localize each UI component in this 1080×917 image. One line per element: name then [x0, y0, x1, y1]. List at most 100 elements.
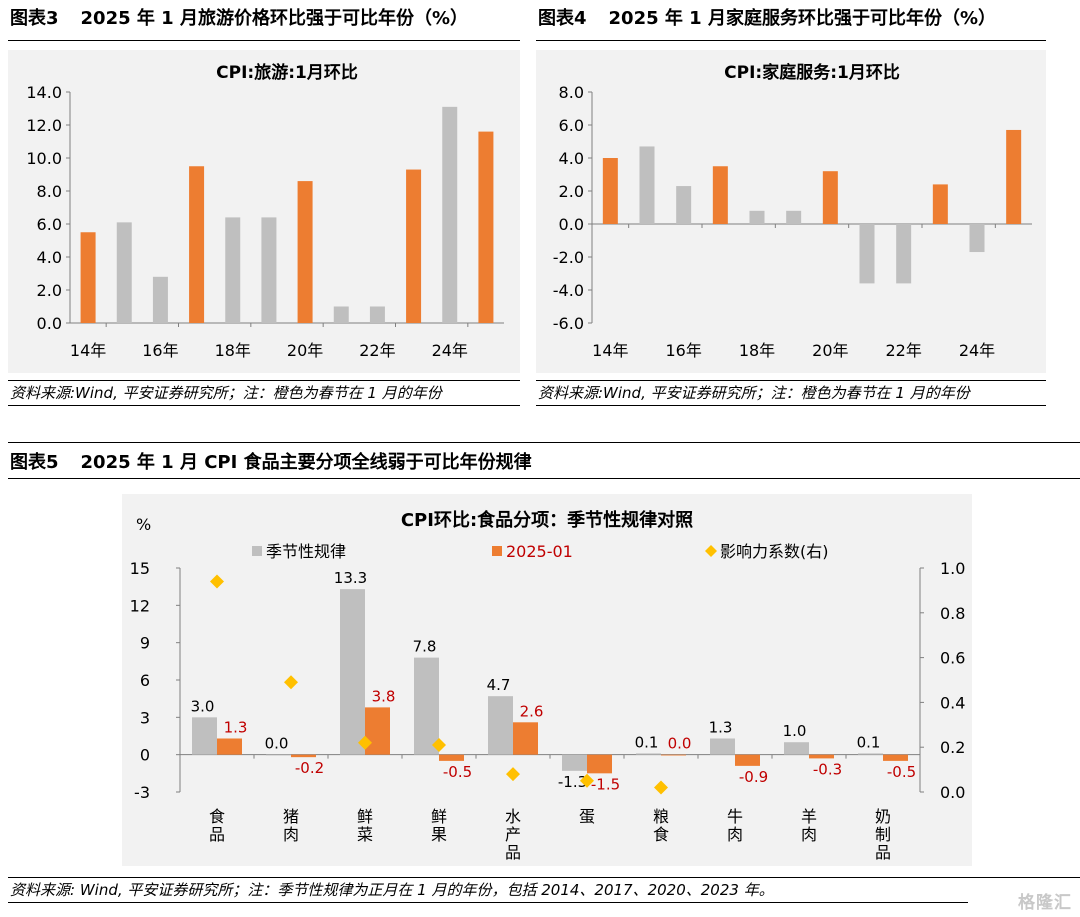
fig5-title-rule	[8, 478, 1080, 479]
fig4-bar-23	[932, 184, 948, 224]
fig5-data-label-seasonal-水产品: 4.7	[487, 676, 511, 694]
fig5-legend-swatch-2	[705, 545, 717, 557]
fig3-bar-18	[225, 217, 241, 323]
fig5-y-unit: %	[136, 515, 151, 534]
fig5-data-label-2025-粮食: 0.0	[668, 735, 692, 753]
fig4-x-tick-label: 18年	[739, 341, 775, 360]
fig4-chart-title: CPI:家庭服务:1月环比	[724, 62, 900, 83]
fig5-data-label-seasonal-牛肉: 1.3	[709, 718, 733, 736]
fig4-y-tick-label: -6.0	[553, 314, 584, 333]
fig4-x-tick-label: 22年	[885, 341, 921, 360]
fig5-y2-tick-label: 0.0	[940, 783, 965, 802]
fig3-source-rule-bottom	[8, 405, 520, 406]
fig5-y-tick-label: 15	[130, 559, 150, 578]
fig3-bar-22	[369, 306, 385, 323]
fig5-data-label-seasonal-蛋: -1.3	[558, 773, 587, 791]
fig5-bar-seasonal-猪肉	[266, 754, 291, 756]
fig4-bar-17	[712, 166, 728, 224]
fig5-bar-2025-牛肉	[735, 754, 760, 766]
fig3-source-rule-top	[8, 380, 520, 381]
fig5-influence-point-鲜菜	[358, 735, 372, 750]
fig5-data-label-2025-水产品: 2.6	[520, 702, 544, 720]
fig5-x-tick-label-牛肉: 牛肉	[727, 807, 743, 844]
fig4-bar-21	[859, 224, 875, 284]
fig5-title-text: 2025 年 1 月 CPI 食品主要分项全线弱于可比年份规律	[80, 452, 532, 473]
fig4-x-tick-label: 16年	[665, 341, 701, 360]
fig4-bar-14	[602, 158, 618, 224]
fig4-bar-16	[676, 186, 692, 224]
fig5-x-tick-label-猪肉: 猪肉	[283, 807, 299, 844]
fig3-y-tick-label: 10.0	[26, 149, 62, 168]
fig3-x-tick-label: 14年	[70, 341, 106, 360]
fig4-y-tick-label: -4.0	[553, 281, 584, 300]
fig5-legend-label-0: 季节性规律	[266, 542, 346, 561]
fig5-y-tick-label: -3	[134, 783, 150, 802]
fig5-bar-seasonal-食品	[192, 717, 217, 755]
fig5-bar-2025-猪肉	[291, 754, 316, 758]
fig5-y2-tick-label: 0.4	[940, 693, 965, 712]
fig4-x-tick-label: 14年	[592, 341, 628, 360]
fig3-chart-title: CPI:旅游:1月环比	[216, 62, 358, 83]
fig5-x-tick-label-鲜果: 鲜果	[431, 807, 447, 844]
fig5-bar-2025-粮食	[661, 754, 686, 756]
fig5-chart: CPI环比:食品分项：季节性规律对照% 季节性规律 2025-01 影响力系数(右) 1…	[130, 509, 966, 862]
fig3-y-tick-label: 4.0	[37, 248, 62, 267]
fig3-chart: CPI:旅游:1月环比 14.0 12.0 10.0 8.0 6.0 4.0 2.0 0.0 14…	[26, 62, 504, 360]
fig4-bar-25	[1006, 129, 1022, 224]
fig5-influence-point-猪肉	[284, 675, 298, 690]
fig4-y-tick-label: 4.0	[559, 149, 584, 168]
fig4-chart-panel: CPI:家庭服务:1月环比 8.0 6.0 4.0 2.0 0.0 -2.0 -4.0 -6.0…	[536, 50, 1046, 373]
fig4-bar-18	[749, 210, 765, 224]
fig5-number: 图表5	[10, 452, 59, 473]
fig5-data-label-seasonal-食品: 3.0	[191, 697, 215, 715]
fig3-bar-23	[406, 169, 422, 323]
fig5-data-label-seasonal-羊肉: 1.0	[783, 722, 807, 740]
fig5-data-label-2025-鲜菜: 3.8	[372, 687, 396, 705]
fig3-title: 图表3 2025 年 1 月旅游价格环比强于可比年份（%）	[10, 8, 468, 30]
fig5-legend-swatch-0	[252, 546, 262, 556]
fig3-bar-14	[80, 232, 96, 323]
fig5-y-tick-label: 12	[130, 596, 150, 615]
fig5-influence-point-鲜果	[432, 737, 446, 752]
fig5-data-label-2025-蛋: -1.5	[591, 775, 620, 793]
fig3-title-rule	[8, 40, 520, 41]
fig4-bar-24	[969, 224, 985, 253]
fig4-number: 图表4	[538, 8, 587, 29]
fig4-x-tick-label: 24年	[959, 341, 995, 360]
fig5-influence-point-粮食	[654, 780, 668, 795]
fig4-chart: CPI:家庭服务:1月环比 8.0 6.0 4.0 2.0 0.0 -2.0 -4.0 -6.0…	[553, 62, 1032, 360]
fig4-x-tick-label: 20年	[812, 341, 848, 360]
fig3-x-tick-label: 24年	[432, 341, 468, 360]
fig4-title-text: 2025 年 1 月家庭服务环比强于可比年份（%）	[608, 8, 996, 29]
fig5-bar-seasonal-粮食	[636, 753, 661, 755]
fig4-y-tick-label: -2.0	[553, 248, 584, 267]
fig5-bar-2025-蛋	[587, 754, 612, 774]
fig4-bar-22	[896, 224, 912, 284]
fig5-bar-seasonal-奶制品	[858, 753, 883, 755]
fig4-bar-15	[639, 146, 655, 224]
fig4-source-rule-bottom	[536, 405, 1046, 406]
fig5-x-tick-label-奶制品: 奶制品	[875, 807, 891, 862]
fig3-x-tick-label: 22年	[359, 341, 395, 360]
fig5-legend-label-2: 影响力系数(右)	[720, 542, 829, 561]
fig4-source-rule-top	[536, 380, 1046, 381]
fig5-bar-seasonal-羊肉	[784, 742, 809, 755]
watermark-logo: 格隆汇	[1018, 893, 1072, 913]
fig3-bar-19	[261, 217, 277, 323]
fig3-chart-panel: CPI:旅游:1月环比 14.0 12.0 10.0 8.0 6.0 4.0 2.0 0.0 14…	[8, 50, 520, 373]
fig3-y-tick-label: 0.0	[37, 314, 62, 333]
fig3-bar-24	[442, 106, 458, 323]
fig5-bar-2025-鲜果	[439, 754, 464, 761]
fig5-data-label-2025-食品: 1.3	[224, 718, 248, 736]
fig5-data-label-seasonal-鲜果: 7.8	[413, 638, 437, 656]
fig3-bar-21	[333, 306, 349, 323]
fig3-source: 资料来源:Wind, 平安证券研究所；注：橙色为春节在 1 月的年份	[10, 384, 442, 402]
fig3-bar-15	[116, 222, 132, 323]
fig5-bar-2025-水产品	[513, 722, 538, 755]
fig4-y-tick-label: 0.0	[559, 215, 584, 234]
fig5-source: 资料来源: Wind, 平安证券研究所；注：季节性规律为正月在 1 月的年份，包…	[10, 881, 774, 899]
fig3-y-tick-label: 2.0	[37, 281, 62, 300]
fig3-number: 图表3	[10, 8, 59, 29]
fig3-x-tick-label: 20年	[287, 341, 323, 360]
fig4-y-tick-label: 6.0	[559, 116, 584, 135]
